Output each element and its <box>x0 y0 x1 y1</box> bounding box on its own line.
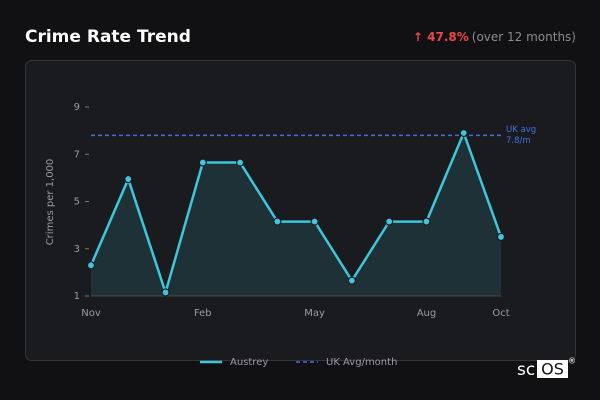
point <box>385 217 394 226</box>
y-tick-label: 7 <box>74 149 80 160</box>
x-tick-label: Nov <box>81 308 101 319</box>
x-tick-label: Aug <box>417 308 437 319</box>
brand-box <box>537 360 568 378</box>
point <box>347 276 357 285</box>
brand: sc OS ® <box>517 357 576 381</box>
y-tick-label: 9 <box>74 102 80 113</box>
brand-mark: ® <box>568 357 576 366</box>
point <box>198 158 207 167</box>
point <box>273 217 282 226</box>
change-summary: ↑ 47.8% (over 12 months) <box>413 30 576 44</box>
legend-label: UK Avg/month <box>326 357 397 368</box>
area <box>91 132 501 296</box>
legend-label: Austrey <box>230 357 268 368</box>
line <box>89 131 503 294</box>
y-tick-label: 3 <box>74 244 80 255</box>
brand-prefix: sc <box>517 360 535 380</box>
point <box>459 128 468 138</box>
point <box>124 174 133 184</box>
point <box>422 217 431 226</box>
x-tick-label: Feb <box>194 308 212 319</box>
point <box>86 261 96 270</box>
point <box>235 158 245 167</box>
period: (over 12 months) <box>472 30 576 44</box>
y-axis-label: Crimes per 1,000 <box>45 159 56 246</box>
title: Crime Rate Trend <box>25 27 191 47</box>
change: ↑ 47.8% <box>413 30 469 44</box>
y-tick-label: 1 <box>74 291 80 302</box>
point <box>161 288 170 297</box>
x-tick-label: Oct <box>492 308 509 319</box>
y-tick-label: 5 <box>74 197 80 208</box>
point <box>310 217 319 226</box>
reference-value: 7.8/m <box>506 136 531 146</box>
brand-boxed: OS <box>541 360 564 379</box>
reference-name: UK avg <box>506 125 536 135</box>
x-tick-label: May <box>304 308 325 319</box>
point <box>496 232 506 242</box>
